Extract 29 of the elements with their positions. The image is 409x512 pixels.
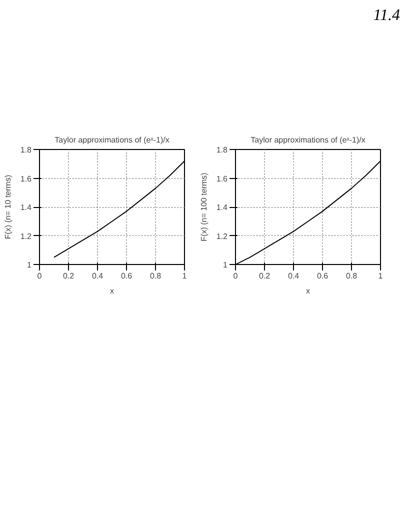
x-tick-label: 0 — [233, 272, 238, 280]
x-tick-label: 0.4 — [92, 272, 104, 280]
y-tick-label: 1.2 — [20, 232, 32, 241]
y-tick-label: 1.4 — [20, 203, 32, 212]
y-tick-label: 1.6 — [216, 174, 228, 184]
y-tick-label: 1.8 — [20, 146, 32, 154]
text: 11.4 — [373, 6, 400, 26]
y-tick-label: 1.8 — [216, 146, 228, 154]
y-tick-label: 1 — [27, 260, 32, 270]
x-tick-label: 0.2 — [258, 272, 271, 280]
x-tick-label: 0.6 — [316, 272, 329, 280]
y-tick-label: 1.4 — [216, 203, 228, 212]
x-axis-title: x — [110, 286, 114, 296]
y-tick-label: 1 — [223, 260, 228, 270]
x-tick-label: 0.6 — [120, 272, 133, 280]
x-tick-label: 1 — [378, 272, 384, 280]
x-tick-label: 0.8 — [346, 272, 358, 280]
y-axis-title: F(x) (n= 10 terms) — [3, 174, 12, 240]
y-tick-label: 1.6 — [20, 174, 32, 184]
chart-title: Taylor approximations of (eˣ-1)/x — [250, 136, 366, 144]
x-tick-label: 0.2 — [62, 272, 75, 280]
y-tick-label: 1.2 — [216, 232, 228, 241]
y-axis-title: F(x) (n= 100 terms) — [199, 172, 208, 242]
x-tick-label: 0.8 — [150, 272, 162, 280]
x-tick-label: 0 — [37, 272, 42, 280]
chart-title: Taylor approximations of (eˣ-1)/x — [54, 136, 170, 144]
x-tick-label: 0.4 — [288, 272, 300, 280]
x-tick-label: 1 — [182, 272, 188, 280]
x-axis-title: x — [306, 286, 310, 296]
